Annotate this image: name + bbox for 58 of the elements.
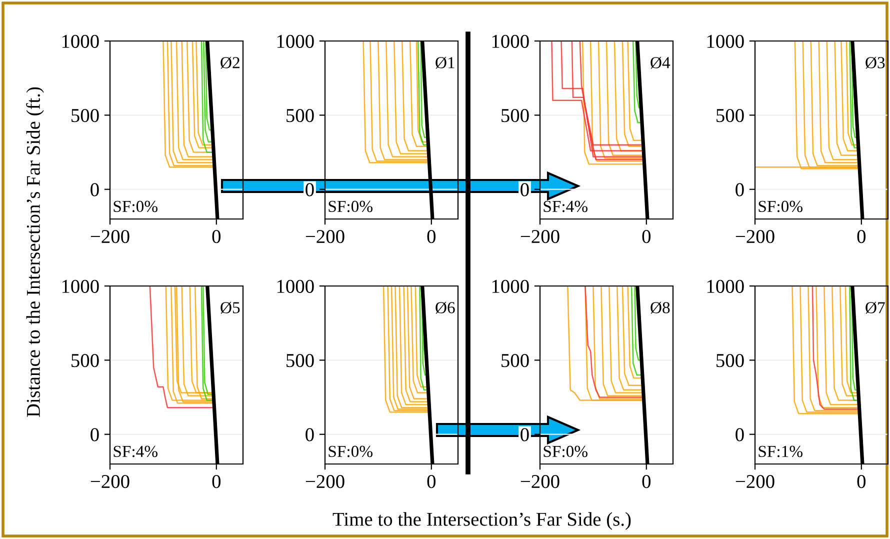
x-axis-title: Time to the Intersection’s Far Side (s.) — [332, 512, 631, 530]
annotation: Ø2 — [220, 56, 240, 69]
annotation: SF:0% — [544, 446, 588, 458]
x-tick-label: 0 — [857, 474, 866, 488]
x-tick-label: 0 — [427, 474, 436, 488]
y-tick-label: 0 — [90, 183, 99, 196]
y-tick-label: 500 — [502, 108, 529, 122]
annotation: SF:0% — [328, 200, 372, 212]
y-tick-label: 500 — [716, 354, 744, 368]
annotation: SF:0% — [758, 200, 802, 212]
x-tick-label: −200 — [520, 230, 560, 244]
x-tick-label: −200 — [736, 230, 774, 244]
annotation: Ø6 — [436, 302, 455, 314]
annotation: SF:1% — [758, 446, 802, 458]
annotation: Ø1 — [436, 56, 454, 69]
annotation: Ø4 — [650, 56, 670, 69]
y-tick-label: 0 — [520, 183, 529, 196]
x-tick-label: −200 — [90, 474, 130, 488]
annotation: SF:0% — [328, 446, 372, 458]
y-tick-label: 500 — [716, 108, 744, 122]
y-tick-label: 500 — [286, 354, 314, 368]
y-tick-label: 1000 — [62, 280, 99, 293]
y-tick-label: 1000 — [492, 280, 529, 293]
x-tick-label: −200 — [90, 230, 130, 244]
y-tick-label: 1000 — [707, 280, 744, 293]
y-tick-label: 0 — [736, 183, 744, 196]
y-tick-label: 0 — [306, 183, 314, 196]
y-tick-label: 1000 — [277, 280, 314, 293]
y-tick-label: 0 — [90, 428, 99, 442]
annotation: SF:4% — [544, 200, 588, 212]
annotation: Ø7 — [866, 302, 885, 314]
y-tick-label: 1000 — [277, 34, 314, 48]
y-tick-label: 1000 — [62, 34, 99, 48]
y-tick-label: 500 — [72, 354, 99, 368]
annotation: Ø8 — [650, 302, 670, 314]
y-tick-label: 0 — [736, 428, 744, 442]
y-tick-label: 1000 — [492, 34, 529, 48]
x-tick-label: 0 — [642, 474, 651, 488]
y-tick-label: 500 — [502, 354, 529, 368]
x-tick-label: −200 — [306, 230, 344, 244]
y-tick-label: 500 — [72, 108, 99, 122]
y-tick-label: 0 — [520, 428, 529, 442]
y-axis-title: Distance to the Intersection’s Far Side (ft.) — [26, 87, 44, 417]
y-tick-label: 1000 — [707, 34, 744, 48]
x-tick-label: 0 — [427, 230, 436, 244]
annotation: Ø5 — [220, 302, 240, 314]
x-tick-label: −200 — [306, 474, 344, 488]
annotation: SF:4% — [114, 446, 158, 458]
annotation: SF:0% — [114, 200, 158, 212]
y-tick-label: 500 — [286, 108, 314, 122]
x-tick-label: −200 — [736, 474, 774, 488]
x-tick-label: −200 — [520, 474, 560, 488]
y-tick-label: 0 — [306, 428, 314, 442]
annotation: Ø3 — [866, 56, 885, 69]
x-tick-label: 0 — [212, 230, 221, 244]
x-tick-label: 0 — [212, 474, 221, 488]
x-tick-label: 0 — [857, 230, 866, 244]
x-tick-label: 0 — [642, 230, 651, 244]
